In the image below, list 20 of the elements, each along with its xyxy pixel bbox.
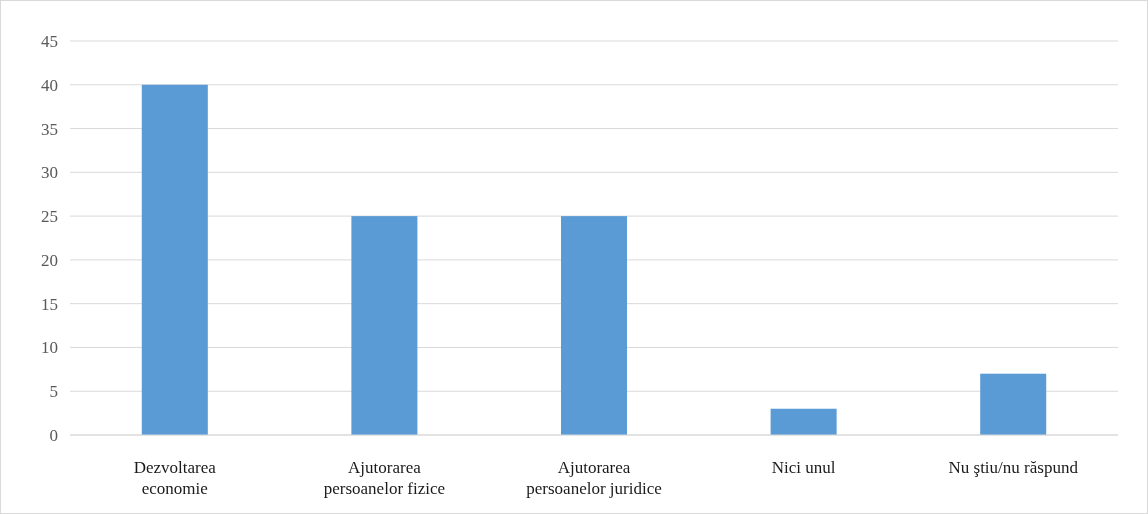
x-tick-label: Nici unul bbox=[771, 458, 836, 477]
y-tick-label: 5 bbox=[49, 382, 58, 402]
bar bbox=[770, 408, 837, 435]
y-tick-label: 30 bbox=[41, 163, 58, 183]
bar bbox=[141, 84, 208, 435]
y-tick-label: 35 bbox=[41, 119, 58, 139]
x-tick-label: Dezvoltarea economie bbox=[133, 458, 217, 498]
y-tick-label: 0 bbox=[49, 425, 58, 445]
y-tick-label: 45 bbox=[41, 31, 58, 51]
bar bbox=[351, 216, 418, 435]
x-tick-label: Nu ştiu/nu răspund bbox=[948, 458, 1079, 477]
bar bbox=[980, 373, 1047, 435]
y-tick-label: 40 bbox=[41, 75, 58, 95]
y-tick-label: 15 bbox=[41, 294, 58, 314]
y-tick-label: 25 bbox=[41, 207, 58, 227]
bar bbox=[560, 216, 628, 435]
y-tick-label: 10 bbox=[41, 338, 58, 358]
x-tick-label: Ajutorarea persoanelor juridice bbox=[526, 458, 662, 498]
y-tick-label: 20 bbox=[41, 250, 58, 270]
x-tick-label: Ajutorarea persoanelor fizice bbox=[323, 458, 446, 498]
